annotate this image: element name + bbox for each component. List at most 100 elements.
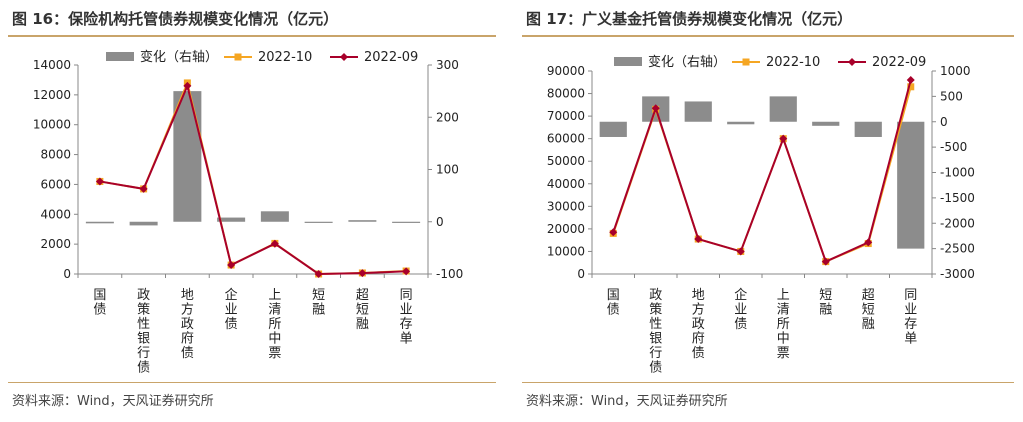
- right-tick-label: -1500: [940, 191, 975, 205]
- left-tick-label: 20000: [547, 222, 585, 236]
- right-tick-label: 300: [436, 58, 459, 72]
- legend-label: 2022-09: [364, 50, 418, 65]
- x-tick-label: 上清所中票: [268, 288, 281, 361]
- chart-panel-1: 图 16：保险机构托管债券规模变化情况（亿元） 0 2000 4000 6000 800…: [8, 0, 496, 422]
- x-tick-label: 超短融: [356, 288, 369, 332]
- series-point: [139, 184, 148, 193]
- left-tick-label: 80000: [547, 87, 585, 101]
- x-tick-label: 企业债: [225, 287, 238, 332]
- x-tick-label: 同业存单: [904, 288, 917, 347]
- bar: [85, 221, 114, 224]
- series-point: [183, 81, 192, 90]
- series-point: [270, 239, 279, 248]
- right-tick-label: -2500: [940, 242, 975, 256]
- chart-svg: 0100002000030000400005000060000700008000…: [547, 54, 975, 376]
- legend-swatch-marker: [848, 58, 856, 66]
- left-tick-label: 12000: [33, 88, 71, 102]
- left-tick-label: 14000: [33, 58, 71, 72]
- left-tick-label: 8000: [40, 148, 71, 162]
- right-tick-label: 200: [436, 110, 459, 124]
- series-point: [609, 228, 618, 237]
- bar: [812, 121, 840, 126]
- bar: [769, 96, 797, 122]
- legend-swatch-marker: [234, 53, 242, 61]
- left-tick-label: 70000: [547, 109, 585, 123]
- right-tick-label: 1000: [940, 64, 971, 78]
- left-tick-label: 50000: [547, 154, 585, 168]
- chart-source: 资料来源：Wind，天风证券研究所: [12, 394, 214, 409]
- bar: [599, 121, 627, 137]
- source-divider: [8, 382, 496, 383]
- left-tick-label: 0: [577, 267, 585, 281]
- series-point: [779, 134, 788, 143]
- series-line: [99, 79, 407, 276]
- chart-source: 资料来源：Wind，天风证券研究所: [526, 394, 728, 409]
- series-point: [906, 76, 915, 85]
- legend-label: 2022-09: [872, 55, 926, 70]
- x-tick-label: 短融: [312, 288, 325, 318]
- left-tick-label: 40000: [547, 177, 585, 191]
- x-tick-label: 国债: [93, 288, 106, 318]
- right-tick-label: 0: [436, 215, 444, 229]
- right-tick-label: -1000: [940, 166, 975, 180]
- legend-swatch-bar: [614, 57, 642, 66]
- x-tick-label: 地方政府债: [692, 288, 705, 361]
- legend-swatch-marker: [742, 58, 750, 66]
- series-point: [694, 235, 703, 244]
- bar: [348, 220, 377, 222]
- series-point: [402, 267, 411, 276]
- bar: [217, 217, 246, 222]
- right-tick-label: -500: [940, 140, 967, 154]
- right-tick-label: -3000: [940, 267, 975, 281]
- bar: [727, 121, 755, 125]
- left-tick-label: 4000: [40, 207, 71, 221]
- series-point: [864, 238, 873, 247]
- series-point: [95, 177, 104, 186]
- bar: [684, 101, 712, 122]
- title-divider: [8, 35, 496, 37]
- series-point: [736, 247, 745, 256]
- x-tick-label: 超短融: [862, 288, 875, 332]
- right-tick-label: -2000: [940, 216, 975, 230]
- left-tick-label: 60000: [547, 132, 585, 146]
- source-divider: [522, 382, 1014, 383]
- x-tick-label: 企业债: [734, 287, 747, 332]
- bar: [260, 211, 289, 222]
- legend-swatch-bar: [106, 52, 134, 61]
- x-tick-label: 上清所中票: [777, 288, 790, 361]
- left-tick-label: 10000: [547, 244, 585, 258]
- legend-label: 2022-10: [258, 50, 312, 65]
- series-point: [358, 269, 367, 278]
- chart-title: 图 17：广义基金托管债券规模变化情况（亿元）: [526, 10, 853, 28]
- chart-svg: 0 2000 4000 6000 8000 10000 12000 14000 -100 0 100…: [33, 49, 463, 376]
- x-tick-label: 国债: [607, 288, 620, 318]
- left-tick-label: 2000: [40, 237, 71, 251]
- bar: [392, 221, 421, 223]
- bar: [129, 221, 158, 226]
- legend-label: 变化（右轴）: [648, 54, 726, 70]
- series-point: [907, 83, 915, 91]
- right-tick-label: -100: [436, 267, 463, 281]
- left-tick-label: 90000: [547, 64, 585, 78]
- right-tick-label: 0: [940, 115, 948, 129]
- x-tick-label: 政策性银行债: [137, 288, 150, 376]
- right-tick-label: 100: [436, 163, 459, 177]
- series-line: [612, 79, 912, 263]
- legend-swatch-marker: [340, 53, 348, 61]
- series-line: [99, 82, 407, 276]
- bar: [304, 221, 333, 223]
- legend-label: 变化（右轴）: [140, 49, 218, 65]
- left-tick-label: 0: [63, 267, 71, 281]
- right-tick-label: 500: [940, 89, 963, 103]
- x-tick-label: 同业存单: [400, 288, 413, 347]
- left-tick-label: 10000: [33, 118, 71, 132]
- title-divider: [522, 35, 1014, 37]
- series-point: [314, 270, 323, 278]
- chart-title: 图 16：保险机构托管债券规模变化情况（亿元）: [12, 10, 339, 28]
- series-point: [821, 257, 830, 266]
- chart-panel-2: 图 17：广义基金托管债券规模变化情况（亿元） 0 10000 20000 30000…: [522, 0, 1014, 422]
- series-point: [227, 261, 236, 270]
- bar: [854, 121, 882, 137]
- x-tick-label: 政策性银行债: [649, 288, 662, 376]
- legend-label: 2022-10: [766, 55, 820, 70]
